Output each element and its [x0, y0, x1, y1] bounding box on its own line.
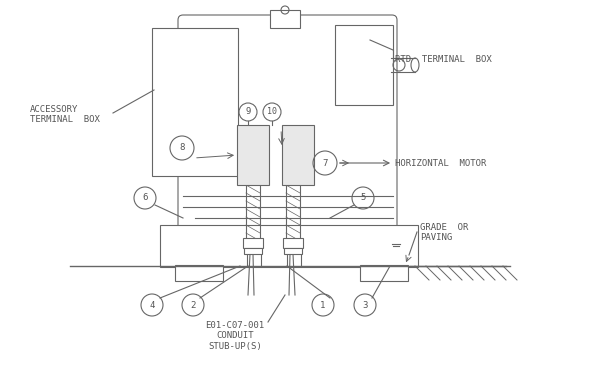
Text: 9: 9: [246, 108, 251, 117]
Text: 2: 2: [190, 300, 196, 309]
Text: 4: 4: [149, 300, 155, 309]
Text: STUB-UP(S): STUB-UP(S): [208, 342, 262, 351]
Bar: [360, 265, 408, 281]
Bar: [152, 28, 238, 176]
Text: 8: 8: [179, 144, 184, 153]
Text: RTD  TERMINAL  BOX: RTD TERMINAL BOX: [395, 56, 492, 64]
Bar: [283, 238, 303, 248]
Text: 5: 5: [361, 194, 366, 202]
Bar: [243, 238, 263, 248]
Text: CONDUIT: CONDUIT: [216, 332, 254, 340]
Text: 10: 10: [267, 108, 277, 117]
Bar: [160, 225, 418, 267]
Bar: [282, 125, 314, 185]
Text: ACCESSORY: ACCESSORY: [30, 105, 78, 114]
Bar: [270, 10, 300, 28]
FancyBboxPatch shape: [178, 15, 397, 257]
Text: 7: 7: [323, 159, 328, 168]
Bar: [335, 25, 393, 105]
Bar: [284, 248, 302, 254]
Text: TERMINAL  BOX: TERMINAL BOX: [30, 116, 100, 124]
Text: 6: 6: [142, 194, 148, 202]
Text: HORIZONTAL  MOTOR: HORIZONTAL MOTOR: [395, 159, 486, 168]
Bar: [237, 125, 269, 185]
Text: 3: 3: [362, 300, 368, 309]
Text: PAVING: PAVING: [420, 234, 452, 243]
Text: 1: 1: [320, 300, 326, 309]
Text: E01-C07-001: E01-C07-001: [205, 321, 264, 330]
Bar: [175, 265, 223, 281]
Bar: [244, 248, 262, 254]
Text: GRADE  OR: GRADE OR: [420, 224, 468, 232]
